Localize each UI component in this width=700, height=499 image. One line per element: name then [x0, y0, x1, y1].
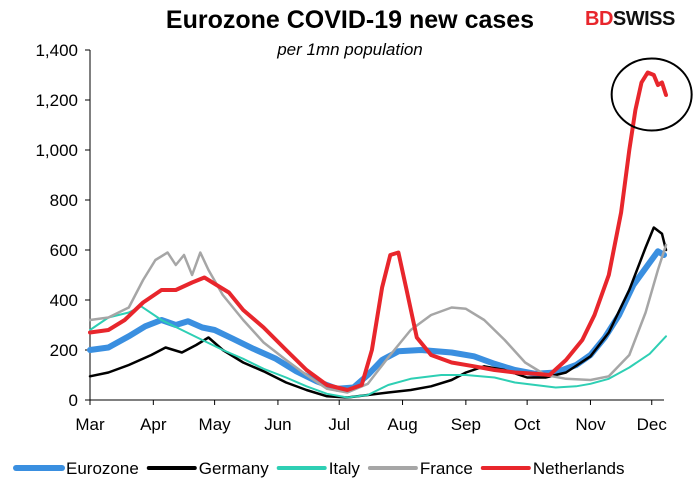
legend-label-eurozone: Eurozone: [66, 459, 139, 478]
legend-label-italy: Italy: [329, 459, 361, 478]
x-tick-label: Nov: [575, 415, 606, 434]
y-tick-label: 0: [69, 391, 78, 410]
x-tick-label: May: [199, 415, 232, 434]
legend-label-france: France: [420, 459, 473, 478]
series-line-germany: [88, 226, 668, 399]
y-axis: 0 200 400 600 800 1,000 1,200 1,400: [35, 41, 90, 410]
annotation-circle: [610, 57, 693, 132]
brand-logo-part2: SWISS: [612, 8, 675, 30]
x-tick-label: Sep: [451, 415, 481, 434]
x-tick-label: Mar: [75, 415, 105, 434]
x-tick-label: Dec: [637, 415, 668, 434]
x-tick-label: Oct: [514, 415, 541, 434]
x-axis: Mar Apr May Jun Jul Aug Sep Oct Nov Dec: [75, 400, 667, 434]
y-tick-label: 400: [50, 291, 78, 310]
y-tick-label: 800: [50, 191, 78, 210]
series-line-italy: [89, 305, 667, 399]
y-tick-label: 200: [50, 341, 78, 360]
legend-label-germany: Germany: [199, 459, 269, 478]
legend-label-netherlands: Netherlands: [533, 459, 625, 478]
y-tick-label: 1,200: [35, 91, 78, 110]
series-line-netherlands: [88, 70, 668, 392]
x-tick-label: Jun: [264, 415, 291, 434]
brand-logo: BDSWISS: [585, 8, 675, 30]
series-lines: [87, 70, 668, 399]
y-tick-label: 1,400: [35, 41, 78, 60]
legend: Eurozone Germany Italy France Netherlands: [13, 459, 625, 478]
y-tick-label: 600: [50, 241, 78, 260]
axis-lines: [89, 50, 664, 401]
y-tick-label: 1,000: [35, 141, 78, 160]
brand-logo-part1: BD: [585, 8, 613, 30]
chart-title: Eurozone COVID-19 new cases: [165, 6, 535, 34]
series-line-france: [88, 243, 668, 394]
chart-subtitle: per 1mn population: [277, 40, 423, 59]
x-tick-label: Apr: [140, 415, 167, 434]
x-tick-label: Aug: [387, 415, 417, 434]
x-tick-label: Jul: [328, 415, 350, 434]
annotation: [610, 57, 693, 132]
